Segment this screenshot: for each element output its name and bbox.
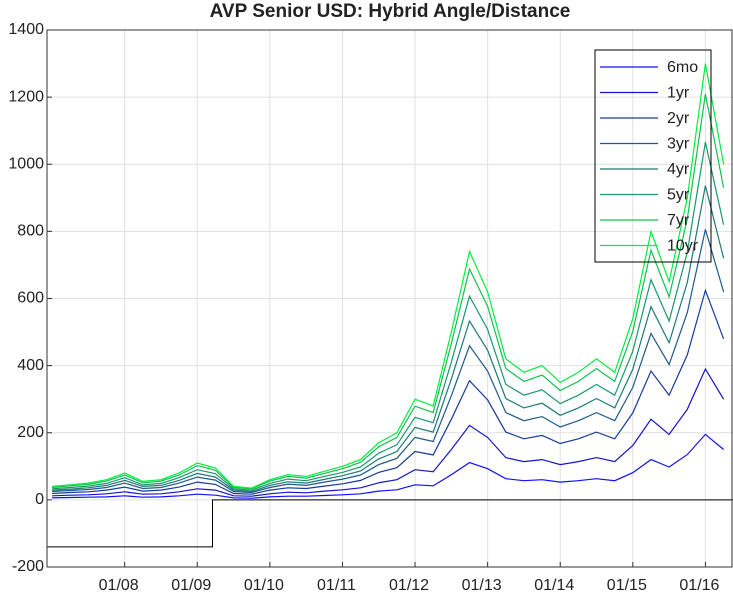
chart-title: AVP Senior USD: Hybrid Angle/Distance (210, 1, 571, 22)
y-tick-label: 800 (17, 223, 44, 240)
x-tick-label: 01/11 (317, 577, 356, 594)
legend-label: 5yr (667, 187, 690, 204)
legend-label: 7yr (667, 212, 690, 229)
series-line (52, 185, 725, 493)
x-tick-label: 01/10 (244, 577, 284, 594)
x-tick-label: 01/14 (534, 577, 574, 594)
x-tick-label: 01/12 (389, 577, 429, 594)
y-tick-label: 0 (35, 491, 44, 508)
series-line (52, 141, 725, 491)
legend-box (594, 49, 712, 263)
series-line (52, 93, 725, 490)
y-tick-label: 1400 (8, 21, 44, 38)
plot-frame (46, 29, 733, 568)
series-line (52, 433, 724, 499)
series-line (52, 367, 725, 497)
x-tick-label: 01/16 (679, 577, 719, 594)
x-tick-label: 01/08 (99, 577, 139, 594)
series-line (52, 63, 725, 489)
legend-label: 2yr (667, 110, 690, 127)
x-tick-label: 01/15 (607, 577, 647, 594)
series-line (52, 288, 725, 495)
y-tick-label: 1000 (8, 155, 44, 172)
legend-label: 3yr (667, 136, 690, 153)
y-tick-label: -200 (12, 558, 44, 575)
y-tick-label: 1200 (8, 88, 44, 105)
x-tick-label: 01/09 (171, 577, 211, 594)
x-tick-label: 01/13 (462, 577, 502, 594)
legend-label: 1yr (667, 85, 690, 102)
y-tick-label: 400 (17, 357, 44, 374)
legend-label: 6mo (667, 59, 698, 76)
baseline-line (47, 499, 733, 548)
y-tick-label: 200 (17, 424, 44, 441)
y-tick-label: 600 (17, 290, 44, 307)
series-line (52, 229, 725, 494)
legend-label: 4yr (667, 161, 690, 178)
legend-label: 10yr (667, 238, 699, 255)
